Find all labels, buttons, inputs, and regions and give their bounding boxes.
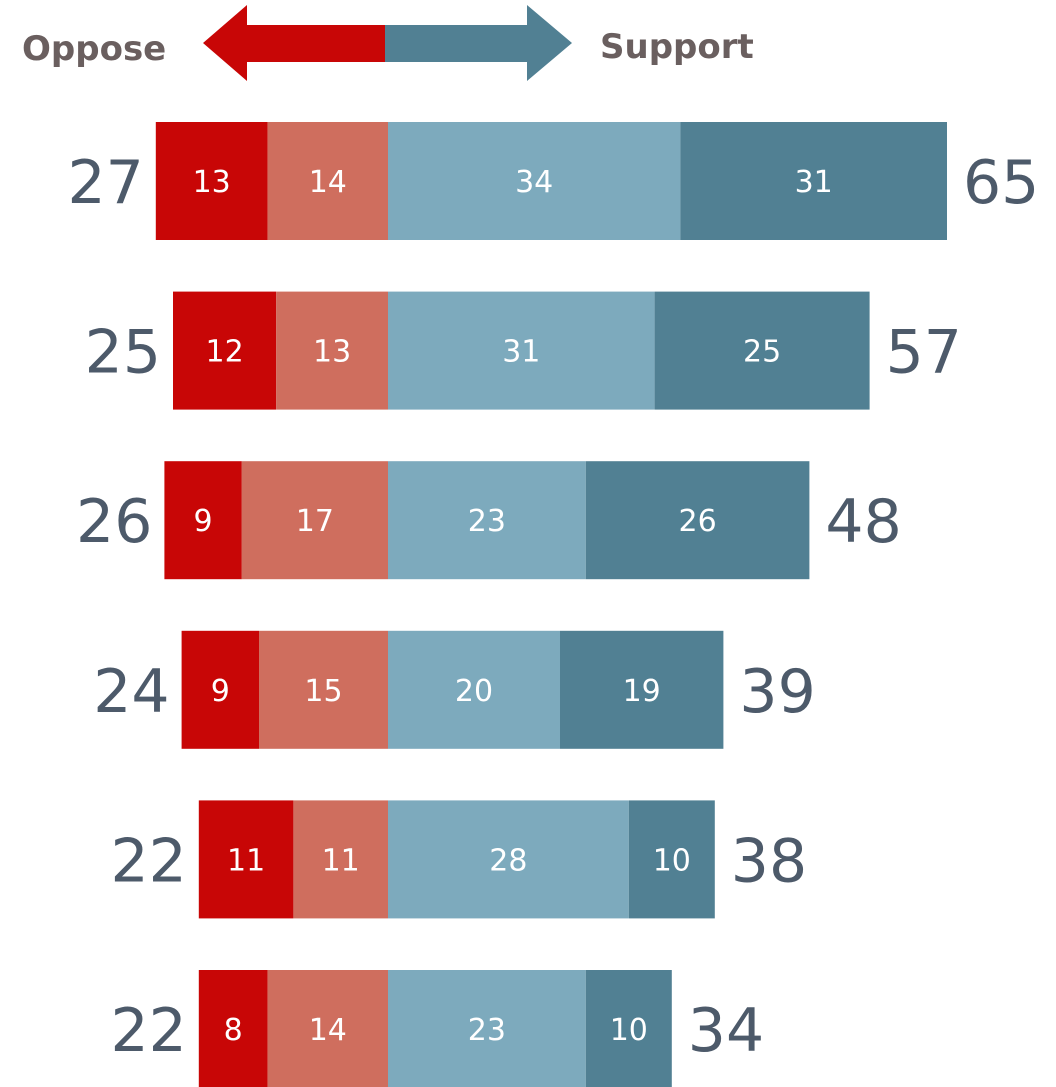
- bar-segment: [293, 800, 388, 919]
- segment-value-label: 14: [309, 165, 347, 200]
- bar-segment: [585, 461, 810, 580]
- legend-oppose-label: Oppose: [22, 29, 166, 69]
- segment-value-label: 31: [795, 165, 833, 200]
- bar-segment: [388, 970, 586, 1087]
- segment-value-label: 13: [313, 335, 351, 370]
- support-total-label: 39: [739, 657, 815, 727]
- bar-segment: [276, 291, 388, 410]
- segment-value-label: 31: [502, 335, 540, 370]
- oppose-total-label: 22: [110, 826, 186, 896]
- bar-segment: [388, 291, 655, 410]
- segment-value-label: 15: [304, 674, 342, 709]
- bar-row: 9 15 20 19 24 39: [93, 630, 816, 749]
- segment-value-label: 23: [468, 1013, 506, 1048]
- segment-value-label: 14: [309, 1013, 347, 1048]
- segment-value-label: 11: [227, 843, 265, 878]
- segment-value-label: 23: [468, 504, 506, 539]
- bar-segment: [198, 970, 268, 1087]
- support-total-label: 34: [688, 996, 764, 1066]
- bar-segment: [173, 291, 277, 410]
- oppose-total-label: 26: [76, 487, 152, 557]
- bar-segment: [388, 122, 681, 240]
- segment-value-label: 9: [211, 674, 230, 709]
- bar-segment: [628, 800, 715, 919]
- segment-value-label: 26: [679, 504, 717, 539]
- segment-value-label: 10: [653, 843, 691, 878]
- bar-segment: [388, 630, 560, 749]
- segment-value-label: 13: [193, 165, 231, 200]
- segment-value-label: 28: [489, 843, 527, 878]
- oppose-total-label: 22: [110, 996, 186, 1066]
- oppose-total-label: 27: [67, 148, 143, 218]
- bar-row: 12 13 31 25 25 57: [85, 291, 962, 410]
- segment-value-label: 20: [455, 674, 493, 709]
- bar-segment: [680, 122, 947, 240]
- bar-segment: [198, 800, 294, 919]
- bar-row: 11 11 28 10 22 38: [110, 800, 807, 919]
- segment-value-label: 34: [515, 165, 553, 200]
- bar-segment: [654, 291, 870, 410]
- bars-group: 13 14 34 31 27 65 12 13 31 25 25 57 9 17 23 26 26 48 9 15 20…: [67, 122, 1039, 1087]
- bar-segment: [164, 461, 242, 580]
- segment-value-label: 8: [224, 1013, 243, 1048]
- legend: Oppose Support: [22, 5, 754, 81]
- bar-segment: [155, 122, 268, 240]
- segment-value-label: 10: [610, 1013, 648, 1048]
- bar-row: 8 14 23 10 22 34: [110, 970, 764, 1087]
- bar-segment: [259, 630, 388, 749]
- bar-segment: [388, 800, 629, 919]
- segment-value-label: 19: [623, 674, 661, 709]
- segment-value-label: 12: [206, 335, 244, 370]
- support-arrow-icon: [385, 5, 572, 81]
- oppose-arrow-icon: [203, 5, 385, 81]
- bar-row: 13 14 34 31 27 65: [67, 122, 1039, 240]
- segment-value-label: 17: [296, 504, 334, 539]
- segment-value-label: 9: [194, 504, 213, 539]
- bar-segment: [585, 970, 672, 1087]
- bar-segment: [267, 122, 388, 240]
- bar-segment: [267, 970, 388, 1087]
- support-total-label: 65: [963, 148, 1039, 218]
- bar-segment: [181, 630, 259, 749]
- support-total-label: 57: [886, 318, 962, 388]
- segment-value-label: 25: [743, 335, 781, 370]
- bar-segment: [560, 630, 724, 749]
- bar-segment: [388, 461, 586, 580]
- legend-support-label: Support: [600, 27, 754, 67]
- oppose-total-label: 25: [85, 318, 161, 388]
- segment-value-label: 11: [322, 843, 360, 878]
- bar-segment: [241, 461, 388, 580]
- oppose-total-label: 24: [93, 657, 169, 727]
- bar-row: 9 17 23 26 26 48: [76, 461, 902, 580]
- support-total-label: 38: [731, 826, 807, 896]
- support-total-label: 48: [825, 487, 901, 557]
